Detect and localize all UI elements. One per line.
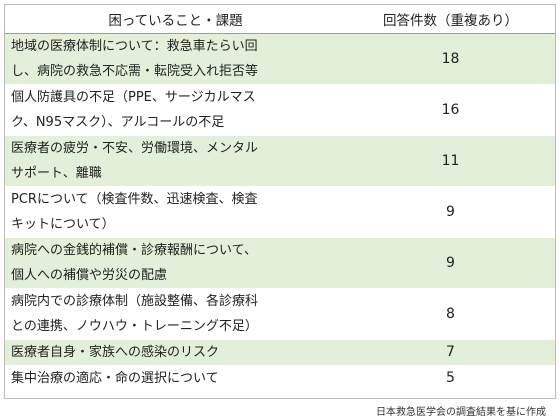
header-count: 回答件数（重複あり） xyxy=(346,5,555,34)
count-cell: 16 xyxy=(346,84,555,136)
count-cell: 11 xyxy=(346,135,555,187)
header-issue: 困っていること・課題 xyxy=(5,5,346,34)
table-row: 地域の医療体制について：救急車たらい回 し、病院の救急不応需・転院受入れ拒否等 … xyxy=(5,33,555,85)
count-cell: 18 xyxy=(346,33,555,85)
issue-cell: 医療者の疲労・不安、労働環境、メンタル サポート、離職 xyxy=(5,135,346,187)
issues-table: 困っていること・課題 回答件数（重複あり） 地域の医療体制について：救急車たらい… xyxy=(5,5,555,392)
issue-cell: 地域の医療体制について：救急車たらい回 し、病院の救急不応需・転院受入れ拒否等 xyxy=(5,33,346,85)
issue-line: 個人防護具の不足（PPE、サージカルマス xyxy=(11,90,256,105)
issue-line: ク、N95マスク）、アルコールの不足 xyxy=(11,115,225,130)
source-note: 日本救急医学会の調査結果を基に作成 xyxy=(376,407,546,418)
count-cell: 5 xyxy=(346,365,555,392)
issue-cell: 病院への金銭的補償・診療報酬について、 個人への補償や労災の配慮 xyxy=(5,237,346,289)
issue-line: 地域の医療体制について：救急車たらい回 xyxy=(11,39,258,54)
issue-line: 医療者自身・家族への感染のリスク xyxy=(11,345,220,360)
table-header-row: 困っていること・課題 回答件数（重複あり） xyxy=(5,5,555,34)
issue-cell: 病院内での診療体制（施設整備、各診療科 との連携、ノウハウ・トレーニング不足） xyxy=(5,288,346,340)
issue-line: 医療者の疲労・不安、労働環境、メンタル xyxy=(11,141,259,156)
issue-line: キットについて） xyxy=(11,217,115,232)
issue-line: 病院内での診療体制（施設整備、各診療科 xyxy=(11,294,259,309)
count-cell: 7 xyxy=(346,339,555,366)
issue-line: 個人への補償や労災の配慮 xyxy=(11,268,168,283)
issue-line: し、病院の救急不応需・転院受入れ拒否等 xyxy=(11,64,259,79)
issue-line: サポート、離職 xyxy=(11,166,102,181)
issue-line: 集中治療の適応・命の選択について xyxy=(11,371,219,386)
issue-line: との連携、ノウハウ・トレーニング不足） xyxy=(11,319,258,334)
table-row: 病院内での診療体制（施設整備、各診療科 との連携、ノウハウ・トレーニング不足） … xyxy=(5,288,555,340)
table-row: 医療者自身・家族への感染のリスク 7 xyxy=(5,339,555,366)
issues-table-frame: 困っていること・課題 回答件数（重複あり） 地域の医療体制について：救急車たらい… xyxy=(4,4,556,399)
count-cell: 9 xyxy=(346,237,555,289)
issue-cell: PCRについて（検査件数、迅速検査、検査 キットについて） xyxy=(5,186,346,238)
count-cell: 9 xyxy=(346,186,555,238)
table-row: PCRについて（検査件数、迅速検査、検査 キットについて） 9 xyxy=(5,186,555,238)
table-row: 医療者の疲労・不安、労働環境、メンタル サポート、離職 11 xyxy=(5,135,555,187)
table-row: 個人防護具の不足（PPE、サージカルマス ク、N95マスク）、アルコールの不足 … xyxy=(5,84,555,136)
issue-line: PCRについて（検査件数、迅速検査、検査 xyxy=(11,192,258,207)
issue-cell: 個人防護具の不足（PPE、サージカルマス ク、N95マスク）、アルコールの不足 xyxy=(5,84,346,136)
issue-cell: 集中治療の適応・命の選択について xyxy=(5,365,346,392)
count-cell: 8 xyxy=(346,288,555,340)
issue-cell: 医療者自身・家族への感染のリスク xyxy=(5,339,346,366)
table-row: 集中治療の適応・命の選択について 5 xyxy=(5,365,555,392)
table-row: 病院への金銭的補償・診療報酬について、 個人への補償や労災の配慮 9 xyxy=(5,237,555,289)
issue-line: 病院への金銭的補償・診療報酬について、 xyxy=(11,243,257,258)
